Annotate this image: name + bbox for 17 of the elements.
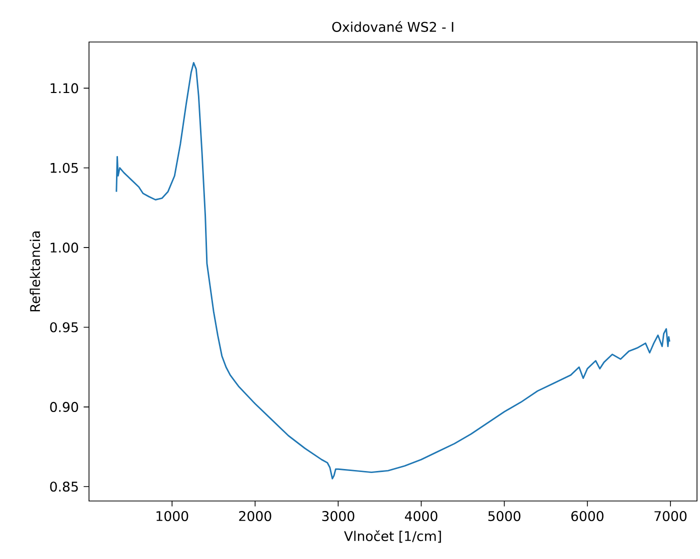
chart-title: Oxidované WS2 - I: [332, 21, 454, 32]
y-tick-label: 1.10: [50, 83, 78, 94]
y-tick-label: 0.90: [50, 402, 78, 412]
y-axis-title: Reflektancia: [30, 232, 40, 312]
x-tick-label: 2000: [239, 511, 272, 522]
y-tick-label: 1.00: [50, 242, 78, 253]
x-tick-label: 4000: [404, 511, 438, 522]
y-tick-label: 0.85: [50, 482, 78, 492]
x-tick-label: 5000: [488, 511, 520, 522]
x-tick-label: 3000: [322, 511, 354, 522]
line-series: [116, 62, 670, 480]
x-tick-label: 7000: [654, 511, 687, 522]
x-tick-label: 6000: [571, 511, 604, 522]
x-tick-label: 1000: [156, 511, 188, 522]
y-tick-label: 1.05: [50, 162, 78, 173]
x-axis-title: Vlnočet [1/cm]: [344, 530, 441, 543]
y-tick-label: 0.95: [50, 322, 78, 332]
